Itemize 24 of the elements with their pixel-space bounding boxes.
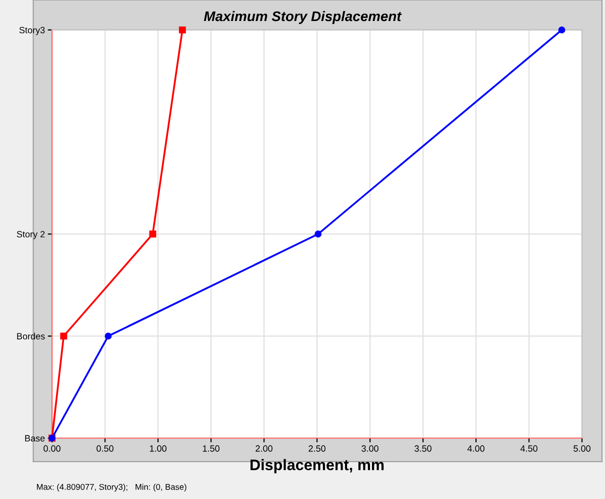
x-tick-label: 2.50 bbox=[308, 445, 326, 452]
y-tick-label: Story 2 bbox=[16, 231, 45, 240]
x-tick-label: 5.00 bbox=[574, 445, 590, 452]
x-tick-label: 0.00 bbox=[44, 445, 60, 452]
y-tick-label: Bordes bbox=[17, 332, 45, 340]
x-tick-label: 4.50 bbox=[520, 445, 538, 452]
point bbox=[178, 26, 186, 34]
y-tick-label: Story3 bbox=[19, 26, 45, 36]
point bbox=[149, 230, 156, 238]
text: Max: (4.809077, Story3); Min: (0, Base) bbox=[36, 484, 186, 492]
chart-title: Maximum Story Displacement bbox=[204, 10, 402, 24]
x-tick-label: 3.00 bbox=[362, 445, 378, 452]
x-tick-label: 2.00 bbox=[256, 445, 272, 452]
x-tick-label: 3.50 bbox=[414, 445, 432, 452]
x-tick-label: 1.00 bbox=[150, 445, 166, 452]
x-tick-label: 1.50 bbox=[202, 445, 220, 452]
x-tick-label: 0.50 bbox=[96, 445, 114, 452]
point bbox=[314, 230, 322, 238]
x-axis-title: Displacement, mm bbox=[250, 459, 384, 474]
point bbox=[60, 332, 68, 340]
point bbox=[558, 26, 566, 34]
point bbox=[104, 332, 112, 340]
x-tick-label: 4.00 bbox=[467, 445, 484, 452]
y-tick-label: Base bbox=[25, 435, 45, 442]
